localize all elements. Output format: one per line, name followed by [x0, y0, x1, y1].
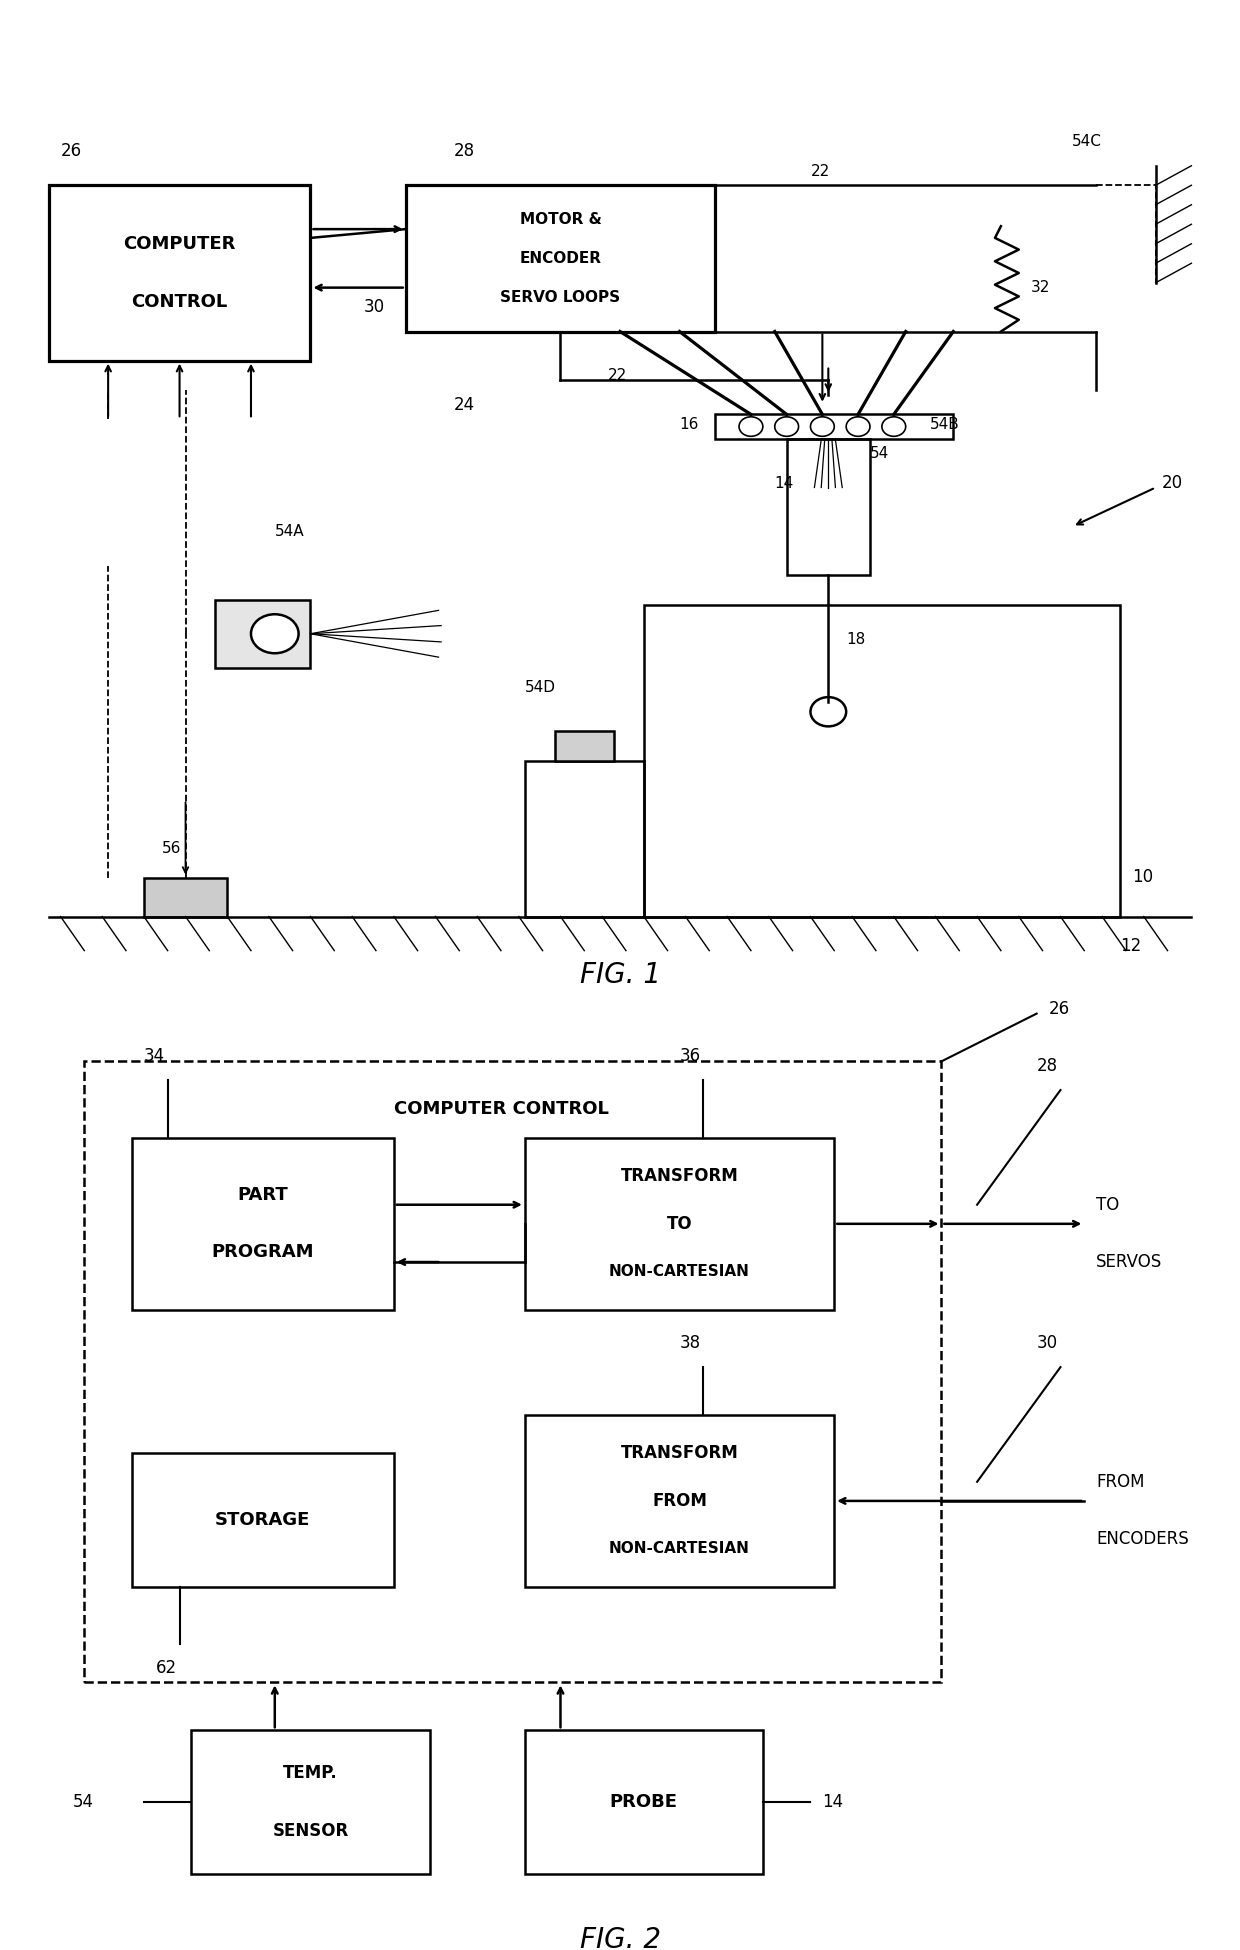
Text: 30: 30 — [365, 298, 386, 316]
Text: SENSOR: SENSOR — [273, 1821, 348, 1839]
Text: 56: 56 — [161, 840, 181, 856]
Text: MOTOR &: MOTOR & — [520, 213, 601, 226]
Text: TO: TO — [1096, 1195, 1120, 1213]
Text: 22: 22 — [811, 164, 830, 179]
Text: 54B: 54B — [930, 417, 960, 433]
Text: TO: TO — [667, 1215, 692, 1232]
Text: STORAGE: STORAGE — [216, 1511, 310, 1529]
Text: 32: 32 — [1030, 281, 1050, 296]
Bar — [216, 601, 310, 667]
Bar — [48, 185, 310, 361]
Circle shape — [250, 614, 299, 653]
Text: 12: 12 — [1120, 936, 1141, 956]
Text: 38: 38 — [680, 1334, 701, 1351]
Text: SERVOS: SERVOS — [1096, 1254, 1162, 1271]
Text: 36: 36 — [680, 1047, 701, 1065]
Text: TEMP.: TEMP. — [283, 1765, 337, 1782]
Text: 10: 10 — [1132, 868, 1153, 887]
Text: 14: 14 — [822, 1792, 843, 1812]
Text: 62: 62 — [156, 1659, 177, 1677]
Text: 26: 26 — [61, 142, 82, 160]
Text: CONTROL: CONTROL — [131, 292, 228, 312]
Circle shape — [775, 417, 799, 437]
Text: FROM: FROM — [1096, 1472, 1145, 1492]
Text: COMPUTER CONTROL: COMPUTER CONTROL — [393, 1100, 609, 1117]
Text: FROM: FROM — [652, 1492, 707, 1509]
Bar — [525, 1730, 763, 1874]
Circle shape — [882, 417, 905, 437]
Text: TRANSFORM: TRANSFORM — [621, 1166, 738, 1186]
Text: NON-CARTESIAN: NON-CARTESIAN — [609, 1540, 750, 1556]
Text: 54: 54 — [870, 447, 889, 462]
Text: COMPUTER: COMPUTER — [123, 234, 236, 254]
Bar — [525, 760, 644, 916]
Text: 16: 16 — [680, 417, 699, 433]
Text: 28: 28 — [454, 142, 475, 160]
Circle shape — [811, 417, 835, 437]
Text: TRANSFORM: TRANSFORM — [621, 1445, 738, 1462]
Text: 34: 34 — [144, 1047, 165, 1065]
Text: NON-CARTESIAN: NON-CARTESIAN — [609, 1264, 750, 1279]
Bar — [144, 878, 227, 916]
Bar — [131, 1139, 394, 1310]
Bar — [525, 1416, 835, 1587]
Text: 54D: 54D — [525, 681, 556, 696]
Text: 54A: 54A — [275, 525, 304, 540]
Text: SERVO LOOPS: SERVO LOOPS — [501, 291, 620, 304]
Text: PROGRAM: PROGRAM — [212, 1244, 314, 1262]
Bar — [84, 1061, 941, 1683]
Text: 30: 30 — [1037, 1334, 1058, 1351]
Text: 14: 14 — [775, 476, 794, 491]
Text: 54: 54 — [72, 1792, 93, 1812]
Text: PART: PART — [238, 1186, 288, 1205]
Text: ENCODERS: ENCODERS — [1096, 1531, 1189, 1548]
Text: 20: 20 — [1162, 474, 1183, 491]
Text: 26: 26 — [1049, 1000, 1070, 1018]
Circle shape — [846, 417, 870, 437]
Text: 54C: 54C — [1073, 135, 1102, 150]
Bar — [525, 1139, 835, 1310]
Bar — [786, 439, 870, 575]
Text: FIG. 1: FIG. 1 — [579, 961, 661, 989]
Text: 18: 18 — [846, 632, 866, 647]
Bar — [191, 1730, 429, 1874]
Text: 22: 22 — [608, 369, 627, 384]
Bar — [715, 415, 954, 439]
Bar — [405, 185, 715, 332]
Bar — [131, 1453, 394, 1587]
Text: 24: 24 — [454, 396, 475, 413]
Text: FIG. 2: FIG. 2 — [579, 1927, 661, 1950]
Bar — [644, 604, 1120, 916]
Bar — [554, 731, 614, 760]
Circle shape — [811, 698, 846, 727]
Circle shape — [739, 417, 763, 437]
Text: PROBE: PROBE — [610, 1792, 678, 1812]
Text: ENCODER: ENCODER — [520, 252, 601, 265]
Text: 28: 28 — [1037, 1057, 1058, 1074]
